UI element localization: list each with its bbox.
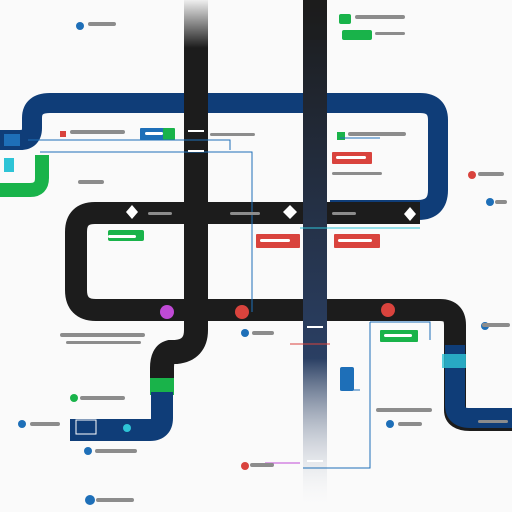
label-mark (60, 333, 145, 337)
label-mark (336, 156, 366, 159)
label-mark (332, 172, 382, 175)
chip-blue-bottom-left[interactable] (75, 419, 97, 435)
line-black-vertical-left (184, 0, 208, 320)
label-mark (78, 180, 104, 184)
chip-green-left[interactable] (4, 158, 14, 172)
illegible-labels (30, 15, 510, 502)
label-mark (210, 133, 255, 136)
label-mark (252, 331, 274, 335)
diamond-icon (283, 205, 297, 219)
chip-red-small[interactable] (60, 131, 66, 137)
station-red-1[interactable] (235, 305, 249, 319)
diamond-icon (126, 205, 138, 219)
label-mark (250, 463, 274, 467)
station-purple[interactable] (160, 305, 174, 319)
label-mark (66, 341, 141, 344)
label-mark (96, 498, 134, 502)
label-mark (260, 239, 290, 242)
chip-cyan-right[interactable] (442, 354, 466, 368)
station-green-1[interactable] (70, 394, 78, 402)
label-mark (478, 420, 508, 423)
chip-green-mid[interactable] (337, 132, 345, 140)
label-mark (30, 422, 60, 426)
label-mark (348, 132, 406, 136)
label-mark (230, 212, 260, 215)
chip-green-top[interactable] (339, 14, 351, 24)
label-mark (80, 396, 125, 400)
line-blue-bottom-left (70, 392, 173, 441)
label-mark (338, 239, 372, 242)
station-cyan[interactable] (123, 424, 131, 432)
label-mark (398, 422, 422, 426)
label-mark (88, 22, 116, 26)
track-ticks (188, 130, 323, 462)
chip-green-top-wide[interactable] (342, 30, 372, 40)
station-blue-1[interactable] (76, 22, 84, 30)
label-mark (332, 212, 356, 215)
label-mark (108, 235, 136, 238)
label-mark (375, 32, 405, 35)
label-mark (376, 408, 432, 412)
label-mark (148, 212, 172, 215)
label-mark (95, 449, 137, 453)
label-mark (478, 172, 504, 176)
station-blue-3[interactable] (18, 420, 26, 428)
label-mark (482, 323, 510, 327)
line-green-left-stub (0, 155, 49, 197)
station-blue-5[interactable] (85, 495, 95, 505)
station-blue-7[interactable] (84, 447, 92, 455)
connector-lines (28, 137, 431, 469)
line-blue-upper-loop (0, 93, 448, 220)
line-blue-lower-right (445, 345, 512, 428)
label-mark (145, 132, 163, 135)
label-mark (384, 334, 412, 337)
label-mark (495, 200, 507, 204)
station-blue-6[interactable] (241, 329, 249, 337)
line-black-s-curve (150, 310, 208, 385)
chip-blue-left[interactable] (4, 134, 20, 146)
station-blue-2[interactable] (486, 198, 494, 206)
diamond-icon (404, 207, 416, 221)
station-red-2[interactable] (381, 303, 395, 317)
line-black-vertical-right (303, 0, 327, 512)
station-red-3[interactable] (468, 171, 476, 179)
station-blue-4[interactable] (386, 420, 394, 428)
label-mark (355, 15, 405, 19)
label-mark (70, 130, 125, 134)
station-red-4[interactable] (241, 462, 249, 470)
chip-blue-vertical[interactable] (340, 367, 354, 391)
chip-green-upper[interactable] (163, 128, 175, 140)
interchange-diamonds (126, 205, 416, 221)
